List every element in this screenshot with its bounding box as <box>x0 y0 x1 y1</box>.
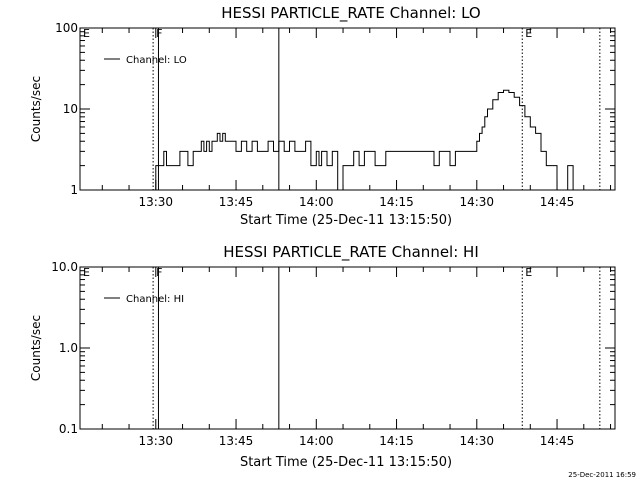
x-tick-label: 14:45 <box>540 195 575 209</box>
panel-hi: HESSI PARTICLE_RATE Channel: HI E F E 0.1 1… <box>29 243 616 470</box>
x-tick-label: 14:00 <box>299 434 334 448</box>
event-marker-label: E <box>83 27 90 40</box>
x-tick-label: 14:30 <box>459 434 494 448</box>
series-line-lo <box>153 89 595 191</box>
event-marker-label: E <box>525 27 532 40</box>
y-tick-label: 100 <box>55 21 78 35</box>
event-marker-label: F <box>156 27 162 40</box>
x-tick-label: 13:45 <box>219 195 254 209</box>
x-tick-label: 14:30 <box>459 195 494 209</box>
x-tick-label: 14:45 <box>540 434 575 448</box>
event-marker-label: E <box>83 266 90 279</box>
y-tick-label: 1 <box>70 183 78 197</box>
y-axis-label-lo: Counts/sec <box>29 76 43 142</box>
x-tick-label: 13:30 <box>138 195 173 209</box>
y-tick-label: 1.0 <box>59 341 78 355</box>
event-marker-label: F <box>156 266 162 279</box>
legend-label-hi: Channel: HI <box>126 294 184 305</box>
legend-hi: Channel: HI <box>104 294 184 305</box>
x-tick-label: 14:15 <box>379 195 414 209</box>
x-axis-label-lo: Start Time (25-Dec-11 13:15:50) <box>240 213 452 228</box>
plot-frame-hi <box>79 266 616 430</box>
y-tick-label: 10 <box>63 102 78 116</box>
y-axis-label-hi: Counts/sec <box>29 315 43 381</box>
y-tick-label: 10.0 <box>51 260 78 274</box>
chart-title-hi: HESSI PARTICLE_RATE Channel: HI <box>223 243 479 262</box>
x-tick-label: 13:45 <box>219 434 254 448</box>
legend-lo: Channel: LO <box>104 55 187 66</box>
panel-lo: HESSI PARTICLE_RATE Channel: LO E F E 1 10 1… <box>29 4 616 228</box>
y-tick-label: 0.1 <box>59 422 78 436</box>
x-tick-label: 14:15 <box>379 434 414 448</box>
x-axis-label-hi: Start Time (25-Dec-11 13:15:50) <box>240 455 452 470</box>
footer-timestamp: 25-Dec-2011 16:59 <box>568 471 636 479</box>
chart-title-lo: HESSI PARTICLE_RATE Channel: LO <box>221 4 480 23</box>
legend-label-lo: Channel: LO <box>126 55 187 66</box>
x-tick-label: 13:30 <box>138 434 173 448</box>
event-marker-label: E <box>525 266 532 279</box>
x-tick-label: 14:00 <box>299 195 334 209</box>
